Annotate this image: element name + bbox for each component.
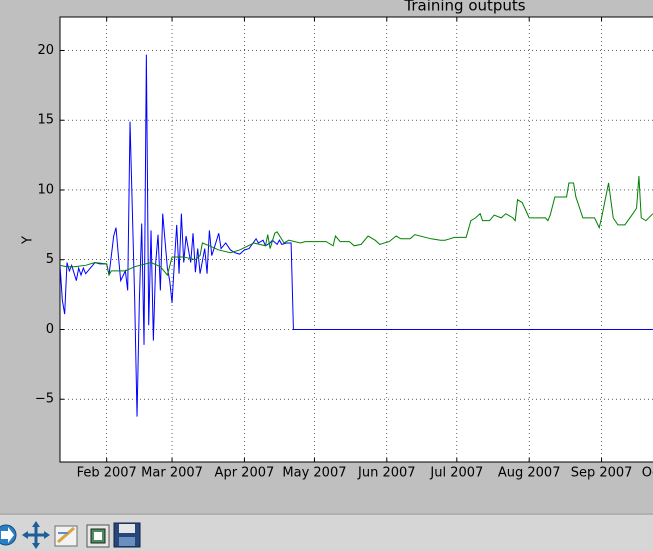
y-tick-label: 0 (46, 322, 54, 337)
y-tick-label: 10 (37, 182, 54, 197)
forward-button[interactable] (0, 524, 17, 546)
y-tick-label: 5 (46, 252, 54, 267)
pan-button[interactable] (22, 521, 50, 549)
zoom-button[interactable] (54, 525, 78, 547)
y-axis-label: Y (21, 236, 36, 245)
plot-area (59, 16, 653, 463)
x-tick-label: Mar 2007 (141, 466, 203, 481)
x-tick-label: Aug 2007 (498, 466, 561, 481)
toolbar (0, 513, 653, 551)
x-tick-label: Jun 2007 (357, 466, 416, 481)
x-tick-label: Apr 2007 (215, 466, 275, 481)
y-tick-label: 20 (37, 43, 54, 58)
x-tick-label: Sep 2007 (571, 466, 633, 481)
data-line (60, 175, 653, 277)
chart-title: Training outputs (403, 0, 525, 15)
subplots-button[interactable] (86, 524, 110, 548)
y-tick-label: −5 (35, 392, 54, 407)
x-tick-label: May 2007 (282, 466, 346, 481)
y-tick-label: 15 (37, 113, 54, 128)
x-tick-label: Oct 2007 (642, 466, 653, 481)
x-tick-label: Feb 2007 (77, 466, 137, 481)
save-button[interactable] (113, 522, 141, 548)
x-tick-label: Jul 2007 (429, 466, 483, 481)
